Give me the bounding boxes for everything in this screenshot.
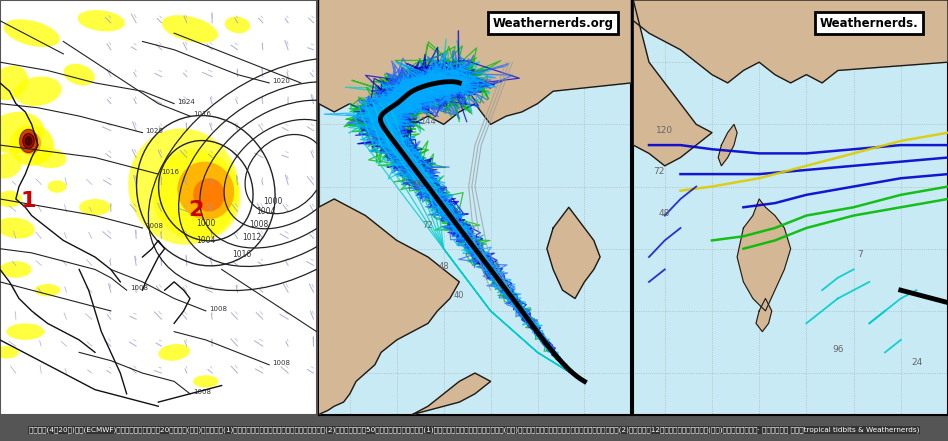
Text: 1000: 1000: [196, 218, 215, 228]
Text: 48: 48: [659, 209, 670, 217]
Text: 1004: 1004: [196, 236, 215, 245]
Ellipse shape: [0, 66, 28, 100]
Ellipse shape: [0, 153, 22, 179]
Ellipse shape: [158, 344, 190, 361]
Ellipse shape: [35, 284, 60, 296]
Text: 1004: 1004: [256, 207, 276, 216]
Ellipse shape: [78, 10, 125, 31]
Ellipse shape: [0, 191, 22, 207]
Ellipse shape: [193, 178, 225, 211]
Text: 1000: 1000: [263, 197, 283, 206]
Circle shape: [23, 134, 34, 149]
Text: 48: 48: [438, 262, 449, 272]
Polygon shape: [738, 199, 791, 311]
Ellipse shape: [28, 147, 66, 168]
Ellipse shape: [7, 323, 45, 340]
Ellipse shape: [4, 19, 60, 47]
Text: 1: 1: [21, 191, 36, 211]
Circle shape: [20, 129, 37, 153]
Text: Weathernerds.: Weathernerds.: [820, 17, 919, 30]
Text: 40: 40: [454, 292, 465, 300]
Text: 1008: 1008: [248, 220, 268, 229]
Text: 1020: 1020: [146, 127, 163, 134]
Text: 96: 96: [413, 179, 424, 189]
Ellipse shape: [14, 76, 62, 106]
Text: 72: 72: [423, 221, 433, 230]
Ellipse shape: [193, 375, 218, 388]
Ellipse shape: [80, 199, 111, 216]
Text: 72: 72: [653, 167, 665, 176]
Polygon shape: [719, 124, 738, 166]
Text: 1020: 1020: [272, 78, 290, 84]
Text: 2: 2: [189, 200, 204, 220]
Polygon shape: [633, 0, 712, 166]
Ellipse shape: [0, 346, 19, 359]
Ellipse shape: [47, 180, 66, 193]
Text: 1016: 1016: [232, 250, 252, 259]
Polygon shape: [319, 0, 631, 124]
Text: 1008: 1008: [130, 285, 148, 291]
Text: 1024: 1024: [177, 99, 195, 105]
Polygon shape: [412, 373, 491, 415]
Text: 1012: 1012: [242, 233, 262, 243]
Text: 1016: 1016: [161, 169, 179, 175]
Text: 1008: 1008: [146, 223, 164, 229]
Polygon shape: [633, 0, 948, 83]
Ellipse shape: [19, 131, 41, 154]
Ellipse shape: [0, 261, 31, 278]
Ellipse shape: [162, 15, 218, 43]
Text: 144: 144: [420, 117, 436, 127]
Text: 1008: 1008: [272, 360, 290, 366]
Ellipse shape: [0, 217, 35, 239]
Circle shape: [26, 137, 31, 145]
Ellipse shape: [225, 16, 250, 33]
Text: 120: 120: [656, 126, 673, 135]
Polygon shape: [547, 207, 600, 299]
Ellipse shape: [177, 161, 234, 220]
Text: 1016: 1016: [193, 111, 211, 117]
Ellipse shape: [128, 128, 239, 245]
Ellipse shape: [64, 64, 95, 86]
Text: 圖：最新(4日20時)歐洲(ECMWF)模式，模擬「國慶日」20時預測圖(左圖)顯示，擾動(1)已通過海南島附近，菲律賓東方海面另有一擾動(2)。歐洲系集模式5: 圖：最新(4日20時)歐洲(ECMWF)模式，模擬「國慶日」20時預測圖(左圖)…: [28, 427, 920, 433]
Text: 24: 24: [911, 358, 922, 367]
Ellipse shape: [152, 149, 241, 240]
Text: 7: 7: [857, 250, 863, 259]
Text: 1008: 1008: [193, 389, 211, 395]
Ellipse shape: [0, 112, 45, 153]
Ellipse shape: [9, 124, 54, 166]
Polygon shape: [319, 0, 459, 415]
Polygon shape: [756, 299, 772, 332]
Text: 96: 96: [832, 345, 844, 355]
Text: 1008: 1008: [209, 306, 227, 312]
Text: Weathernerds.org: Weathernerds.org: [493, 17, 613, 30]
